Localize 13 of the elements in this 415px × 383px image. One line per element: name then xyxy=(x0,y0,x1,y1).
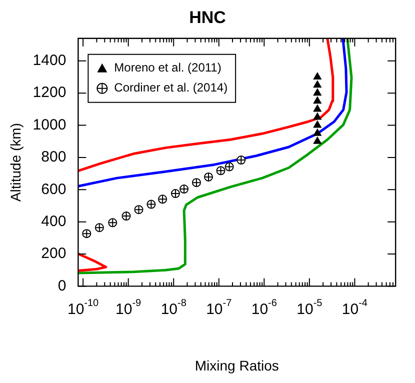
y-tick-label: 0 xyxy=(58,277,66,294)
y-tick-label: 200 xyxy=(41,245,66,262)
y-tick-label: 800 xyxy=(41,148,66,166)
chart-title: HNC xyxy=(189,8,226,27)
y-tick-label: 600 xyxy=(41,180,66,198)
y-tick-label: 1400 xyxy=(32,52,66,70)
legend-label: Cordiner et al. (2014) xyxy=(114,80,228,95)
y-axis-title: Altitude (km) xyxy=(7,123,24,202)
y-tick-label: 1200 xyxy=(32,84,66,102)
y-tick-label: 1000 xyxy=(32,116,66,134)
y-tick-label: 400 xyxy=(41,212,66,230)
x-axis-title: Mixing Ratios xyxy=(194,357,279,374)
legend-label: Moreno et al. (2011) xyxy=(114,60,222,75)
